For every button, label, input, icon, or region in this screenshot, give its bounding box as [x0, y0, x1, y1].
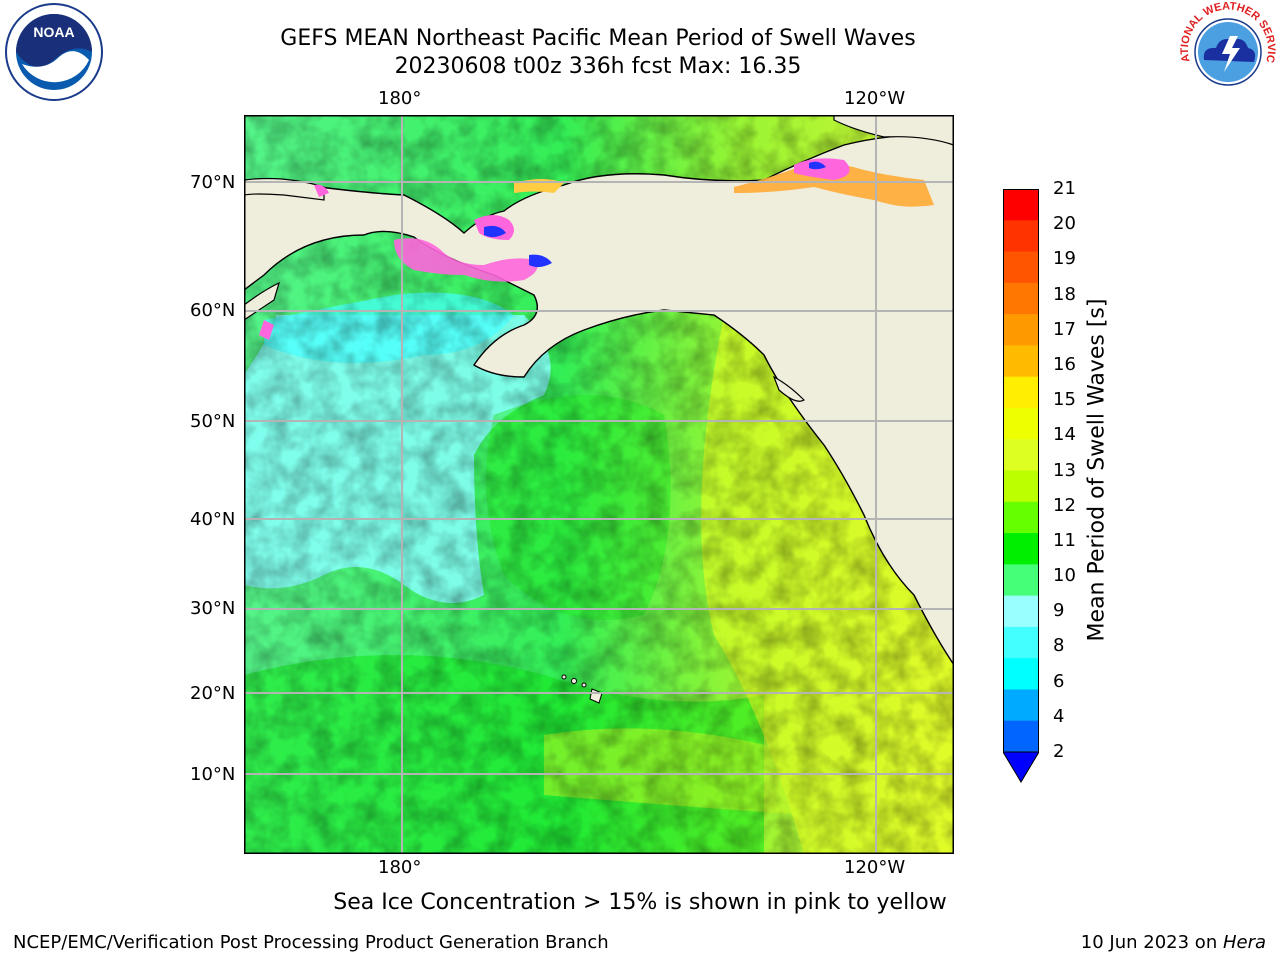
colorbar-segment — [1003, 470, 1039, 503]
colorbar-segment — [1003, 407, 1039, 440]
nws-logo: NATIONAL WEATHER SERVICE — [1178, 2, 1277, 100]
colorbar-segment — [1003, 345, 1039, 378]
colorbar-tick-label: 8 — [1053, 635, 1065, 657]
lon-label-top-180: 180° — [378, 88, 422, 109]
colorbar-tick-label: 12 — [1053, 494, 1076, 516]
colorbar-segment — [1003, 501, 1039, 534]
colorbar-tick-label: 18 — [1053, 283, 1076, 305]
lon-label-bottom-120w: 120°W — [844, 857, 906, 878]
colorbar — [1003, 189, 1039, 783]
colorbar-segment — [1003, 658, 1039, 690]
map-title: GEFS MEAN Northeast Pacific Mean Period … — [280, 26, 916, 51]
footer-branch: NCEP/EMC/Verification Post Processing Pr… — [13, 932, 609, 953]
colorbar-tick-label: 21 — [1053, 178, 1076, 199]
colorbar-tick-label: 20 — [1053, 213, 1076, 235]
colorbar-segment — [1003, 376, 1039, 409]
colorbar-tick-label: 4 — [1053, 705, 1065, 727]
colorbar-tick-label: 13 — [1053, 459, 1076, 481]
colorbar-tick-label: 11 — [1053, 529, 1076, 551]
colorbar-segment — [1003, 282, 1039, 315]
colorbar-segment — [1003, 595, 1039, 628]
colorbar-extend-triangle — [1003, 751, 1039, 783]
colorbar-segment — [1003, 720, 1039, 753]
footer-date-text: 10 Jun 2023 on — [1080, 932, 1223, 953]
colorbar-tick-label: 19 — [1053, 248, 1076, 270]
arctic-islands — [833, 115, 954, 146]
colorbar-tick-label: 14 — [1053, 424, 1076, 446]
footer-host: Hera — [1222, 932, 1266, 953]
lat-label-20n: 20°N — [190, 683, 236, 704]
map-frame — [244, 115, 954, 854]
colorbar-frame — [1003, 189, 1039, 753]
lat-label-30n: 30°N — [190, 598, 236, 619]
lat-label-40n: 40°N — [190, 509, 236, 530]
colorbar-segment — [1003, 439, 1039, 471]
lat-label-10n: 10°N — [190, 764, 236, 785]
lon-label-bottom-180: 180° — [378, 857, 422, 878]
graticule — [244, 115, 954, 854]
lon-label-top-120w: 120°W — [844, 88, 906, 109]
sea-ice-overlay — [259, 158, 934, 340]
lat-label-50n: 50°N — [190, 411, 236, 432]
colorbar-title: Mean Period of Swell Waves [s] — [1084, 298, 1110, 642]
noaa-logo: NOAA — [5, 3, 103, 101]
colorbar-tick-label: 16 — [1053, 353, 1076, 375]
colorbar-segment — [1003, 220, 1039, 253]
colorbar-tick-label: 10 — [1053, 565, 1076, 587]
vancouver-island — [772, 375, 805, 402]
footer-date: 10 Jun 2023 on Hera — [1081, 932, 1266, 953]
colorbar-tick-label: 9 — [1053, 600, 1065, 622]
colorbar-segment — [1003, 626, 1039, 659]
sea-ice-caption: Sea Ice Concentration > 15% is shown in … — [333, 890, 947, 915]
colorbar-tick-label: 6 — [1053, 670, 1065, 692]
swell-period-map — [244, 115, 954, 854]
colorbar-segment — [1003, 314, 1039, 346]
colorbar-tick-label: 17 — [1053, 318, 1076, 340]
colorbar-segment — [1003, 564, 1039, 597]
colorbar-segment — [1003, 189, 1039, 221]
colorbar-segment — [1003, 533, 1039, 565]
lat-label-70n: 70°N — [190, 172, 236, 193]
colorbar-tick-label: 15 — [1053, 389, 1076, 411]
colorbar-segment — [1003, 689, 1039, 722]
colorbar-segment — [1003, 251, 1039, 284]
map-subtitle: 20230608 t00z 336h fcst Max: 16.35 — [394, 54, 802, 79]
noaa-logo-text: NOAA — [33, 24, 74, 40]
lat-label-60n: 60°N — [190, 300, 236, 321]
colorbar-tick-label: 2 — [1053, 741, 1065, 762]
